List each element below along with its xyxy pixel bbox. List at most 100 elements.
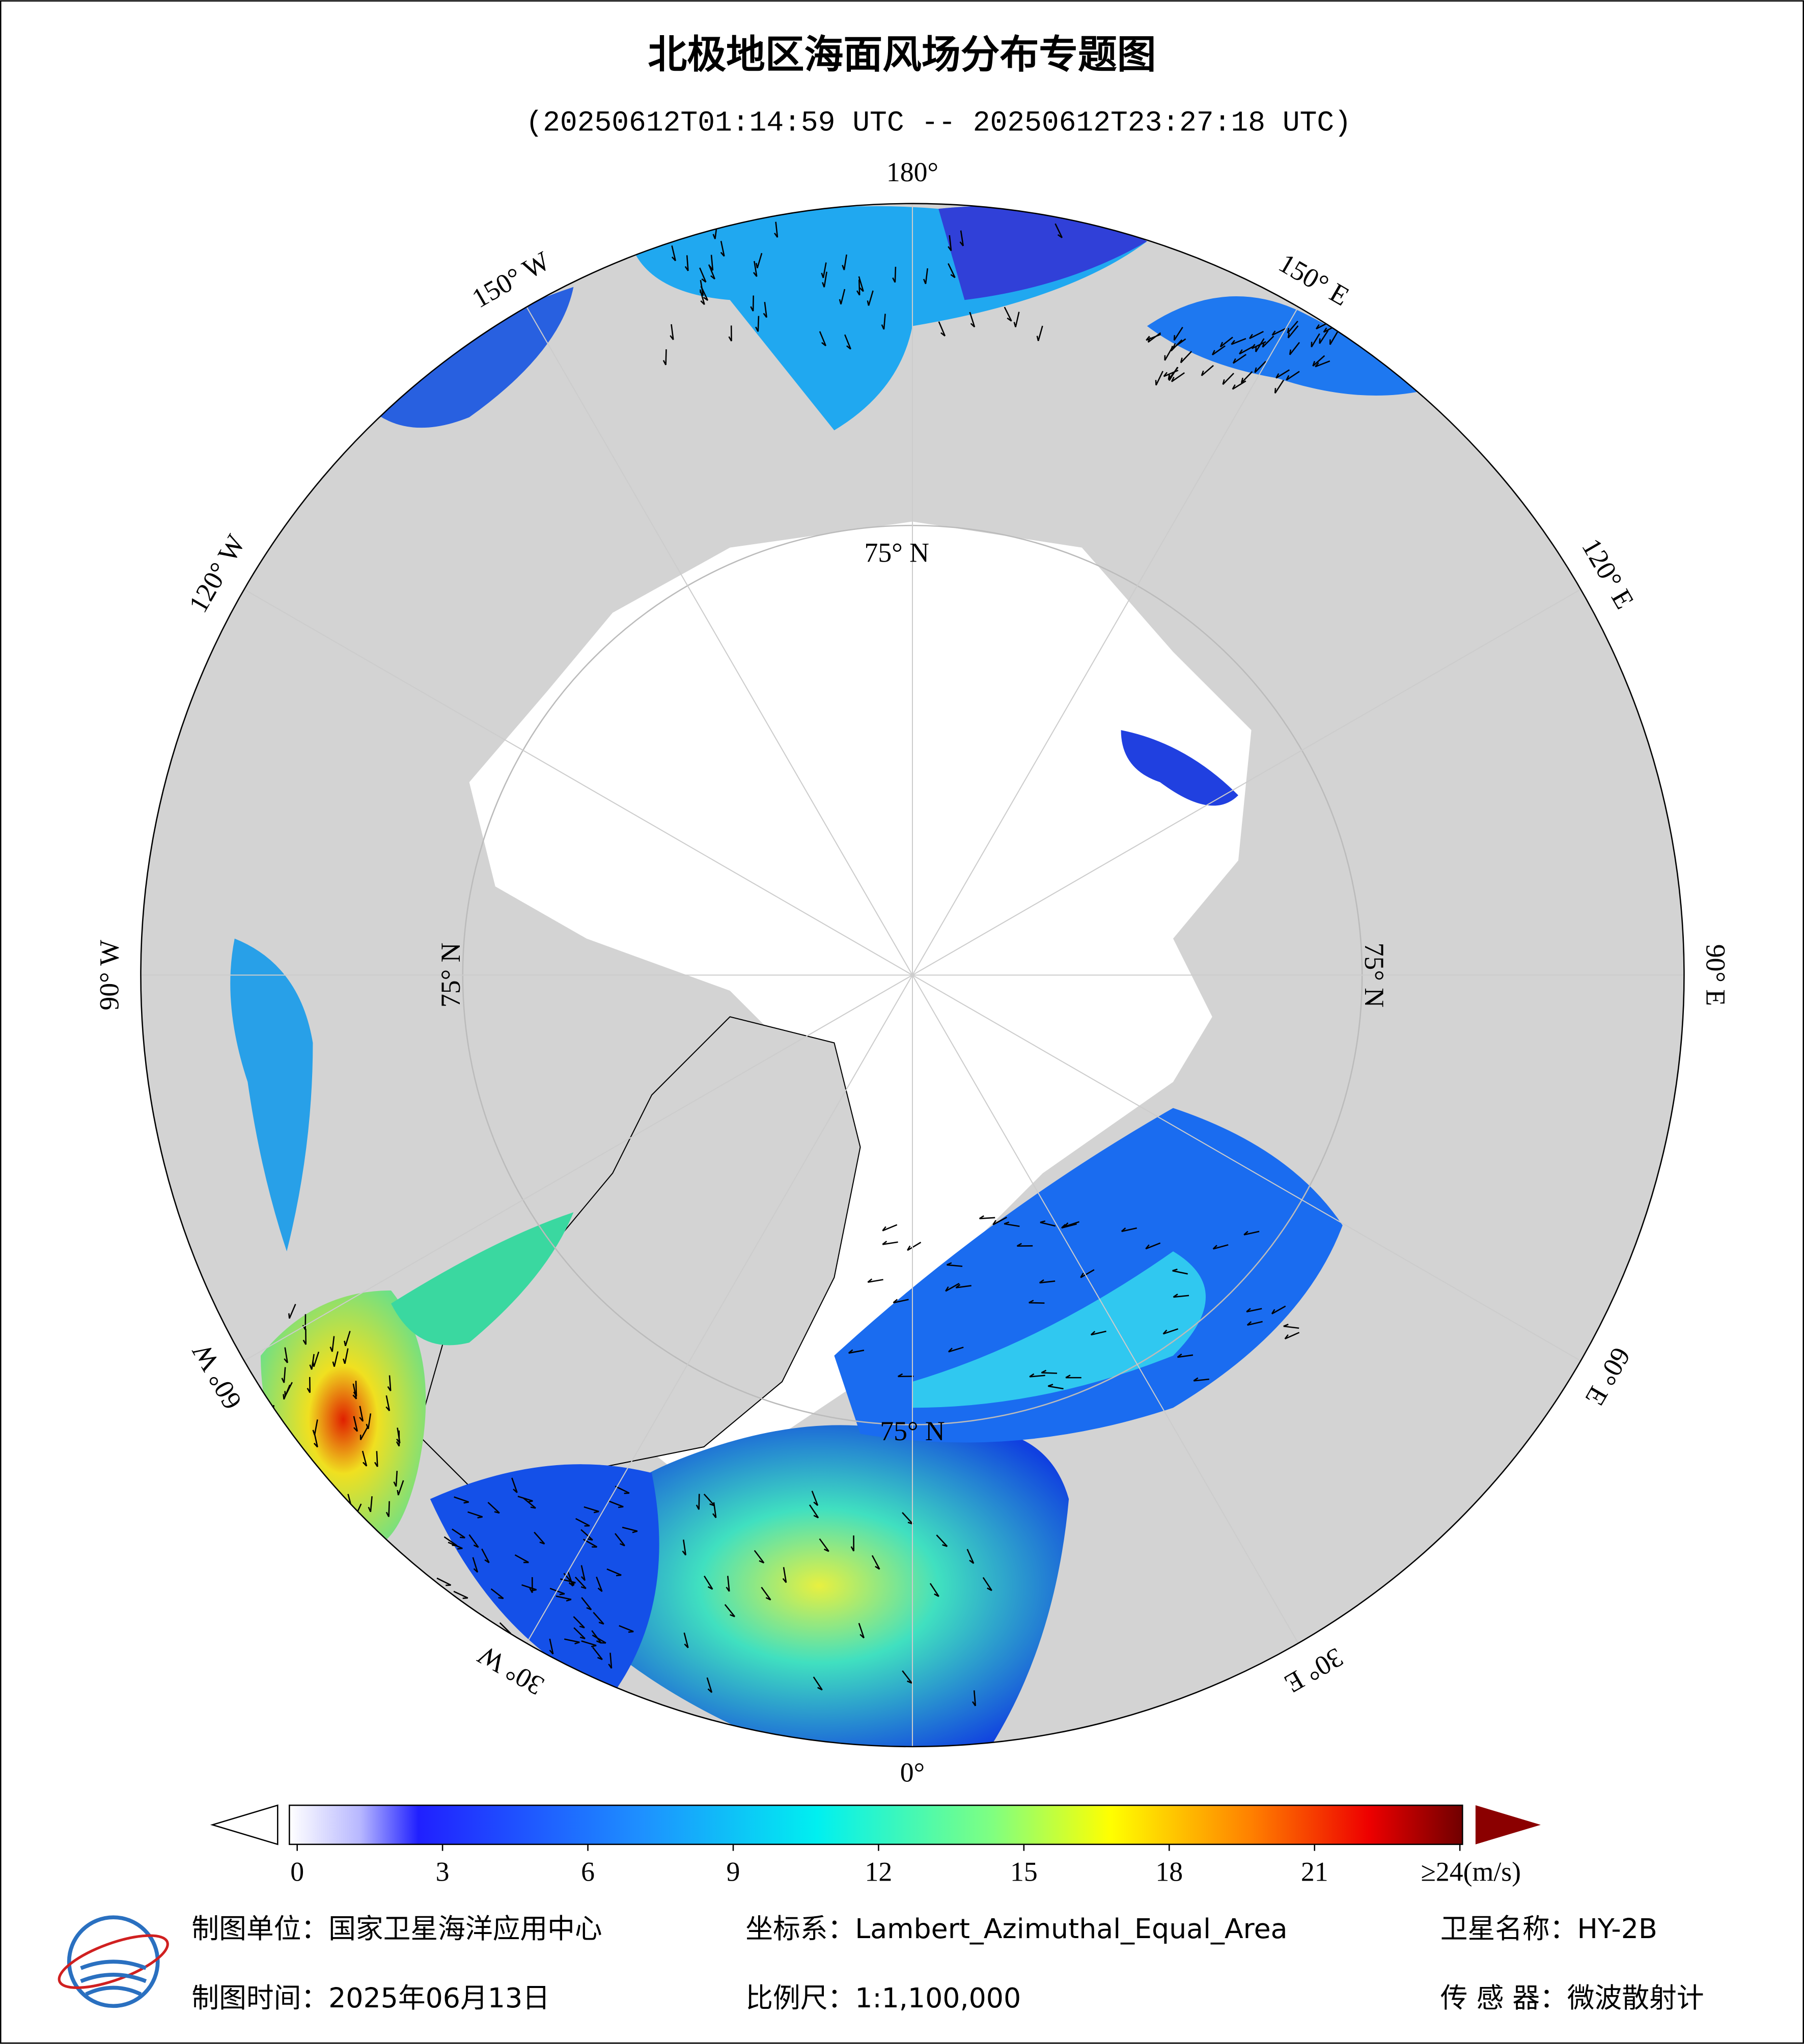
wind-field <box>230 938 313 1252</box>
wind-field <box>912 1251 1206 1408</box>
wind-arrow <box>662 349 667 366</box>
wind-arrow <box>362 1450 368 1467</box>
wind-arrow <box>867 1278 883 1283</box>
logo <box>58 1915 169 2008</box>
wind-arrow <box>969 312 976 328</box>
wind-arrow <box>850 1535 854 1552</box>
arctic-ocean <box>469 521 1252 1473</box>
wind-arrow <box>1284 1332 1300 1340</box>
wind-arrow <box>564 1638 580 1645</box>
wind-arrow <box>811 1491 819 1506</box>
wind-arrow <box>622 1526 638 1533</box>
meridian <box>244 589 913 976</box>
wind-arrow <box>782 1567 787 1583</box>
wind-arrow <box>948 263 956 278</box>
colorbar-tick-label: 9 <box>727 1857 740 1887</box>
map <box>141 203 1684 1747</box>
wind-arrow <box>1163 370 1179 377</box>
wind-arrow <box>1168 367 1179 380</box>
wind-arrow <box>1271 327 1287 336</box>
wind-arrow <box>619 1625 634 1633</box>
meridian <box>526 306 913 975</box>
colorbar-tick-label: 21 <box>1301 1857 1328 1887</box>
wind-arrow <box>1211 345 1226 356</box>
wind-arrow <box>1029 1373 1045 1378</box>
wind-arrow <box>487 1502 500 1514</box>
wind-arrow <box>671 245 676 262</box>
wind-arrow <box>1047 1384 1064 1390</box>
wind-arrow <box>945 1282 960 1292</box>
wind-arrow <box>992 1216 1007 1225</box>
title: 北极地区海面风场分布专题图 <box>648 33 1156 78</box>
wind-arrow <box>481 1548 490 1563</box>
wind-arrow <box>754 1550 765 1564</box>
wind-arrow <box>1254 360 1266 373</box>
wind-arrow <box>938 321 946 337</box>
colorbar-tick-label: ≥24(m/s) <box>1421 1857 1521 1887</box>
wind-arrow <box>1255 338 1265 352</box>
wind-arrow <box>1246 1321 1263 1326</box>
wind-arrow <box>284 1382 293 1397</box>
wind-arrow <box>959 230 964 246</box>
wind-arrow <box>593 1612 604 1625</box>
wind-arrow <box>761 1587 771 1601</box>
wind-arrow <box>1271 1305 1286 1314</box>
longitude-label: 0° <box>900 1757 925 1787</box>
wind-arrow <box>374 1451 378 1467</box>
wind-arrow <box>897 1373 914 1378</box>
wind-arrow <box>344 1331 351 1347</box>
wind-arrow <box>359 1425 369 1440</box>
wind-arrow <box>1090 1330 1106 1336</box>
wind-arrow <box>819 1538 829 1552</box>
wind-arrow <box>1287 321 1298 334</box>
wind-arrow <box>606 1568 622 1577</box>
wind-arrow <box>393 1471 398 1487</box>
wind-arrow <box>1193 1377 1209 1382</box>
colorbar-tick-label: 0 <box>290 1857 304 1887</box>
wind-arrow <box>755 316 760 332</box>
colorbar-over <box>1475 1805 1541 1844</box>
latitude-label: 75° N <box>865 537 929 568</box>
wind-field <box>391 1212 574 1346</box>
wind-arrow <box>720 241 725 257</box>
wind-arrow <box>1171 372 1185 382</box>
wind-arrow <box>936 1534 948 1547</box>
wind-arrow <box>511 1477 518 1493</box>
meridian <box>912 306 1299 975</box>
wind-arrow <box>821 262 827 278</box>
wind-arrow <box>580 1529 593 1541</box>
latitude-label: 75° N <box>435 943 466 1007</box>
wind-arrow <box>683 1632 689 1648</box>
wind-arrow <box>313 1432 318 1448</box>
wind-arrow <box>396 1427 401 1444</box>
footer-sensor: 传 感 器：微波散射计 <box>1440 1982 1704 2014</box>
wind-arrow <box>696 1494 700 1510</box>
wind-arrow <box>774 221 779 238</box>
wind-arrow <box>1162 1328 1179 1335</box>
wind-arrow <box>353 1416 358 1432</box>
wind-arrow <box>353 1381 357 1397</box>
wind-arrow <box>839 289 846 305</box>
colorbar <box>289 1804 1463 1845</box>
wind-arrow <box>1036 325 1043 342</box>
wind-arrow <box>359 1406 364 1422</box>
wind-arrow <box>584 1506 599 1514</box>
wind-arrow <box>366 1413 372 1430</box>
wind-arrow <box>523 1497 536 1509</box>
wind-field <box>430 1464 659 1695</box>
wind-arrow <box>699 267 707 283</box>
wind-arrow <box>302 1329 307 1345</box>
wind-arrow <box>1239 346 1254 355</box>
wind-arrow <box>368 1496 373 1513</box>
wind-arrow <box>929 1583 939 1597</box>
wind-arrow <box>871 1555 880 1570</box>
wind-arrow <box>608 1500 624 1508</box>
wind-arrow <box>822 271 827 288</box>
wind-arrow <box>706 1677 713 1693</box>
wind-arrow <box>844 334 851 350</box>
wind-arrow <box>1311 333 1320 348</box>
colorbar-tick-label: 12 <box>865 1857 893 1887</box>
latitude-label: 75° N <box>880 1416 945 1446</box>
wind-field <box>834 1108 1343 1443</box>
